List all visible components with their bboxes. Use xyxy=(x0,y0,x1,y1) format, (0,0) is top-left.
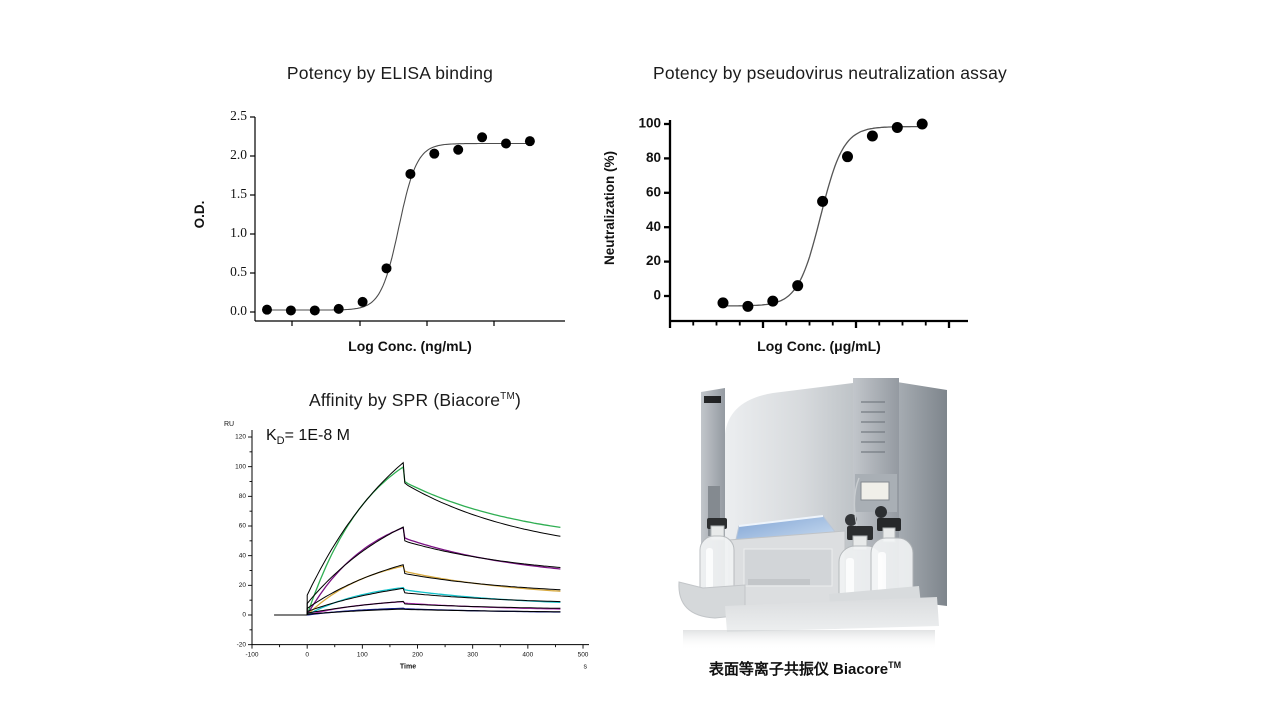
data-point xyxy=(842,151,853,163)
time-unit-label: s xyxy=(584,664,588,671)
data-point xyxy=(767,295,779,307)
data-point xyxy=(357,296,368,307)
y-tick-label: 80 xyxy=(646,150,661,165)
y-tick-label: 40 xyxy=(239,552,247,559)
x-tick-label: 0 xyxy=(305,652,309,659)
y-tick-label: 0.5 xyxy=(230,264,247,279)
data-point xyxy=(792,280,804,292)
data-point xyxy=(309,305,320,316)
y-tick-label: 1.0 xyxy=(230,225,247,240)
instrument-indicator-lines xyxy=(861,401,885,453)
fit-curve-5 xyxy=(306,600,561,615)
elisa-chart: 0.0 0.5 1.0 1.5 2.0 2.5 Log Conc. (ng/mL) O.D. xyxy=(192,108,565,354)
fit-curve-4 xyxy=(306,587,561,615)
data-point xyxy=(381,263,392,274)
data-point xyxy=(891,121,903,133)
spr-title-text: Affinity by SPR (Biacore xyxy=(308,390,501,410)
y-tick-label: 0 xyxy=(653,288,661,303)
data-point xyxy=(866,130,878,142)
y-tick-label: 0 xyxy=(242,612,246,619)
x-tick-label: 200 xyxy=(412,652,423,659)
y-tick-label: 80 xyxy=(239,493,247,500)
y-tick-label: 20 xyxy=(239,582,247,589)
x-tick-label: 500 xyxy=(578,652,589,659)
instrument-caption-tm: TM xyxy=(888,660,902,670)
data-point xyxy=(333,303,344,314)
data-point xyxy=(524,136,535,147)
neutralization-panel-title: Potency by pseudovirus neutralization as… xyxy=(653,63,1007,83)
x-tick-label: -100 xyxy=(245,652,258,659)
x-axis-label: Log Conc. (ng/mL) xyxy=(348,338,472,354)
fit-curve xyxy=(723,125,922,307)
data-point xyxy=(429,148,440,159)
kd-annotation: KD= 1E-8 M xyxy=(266,427,350,447)
y-tick-label: 60 xyxy=(239,523,247,530)
y-axis-label: O.D. xyxy=(192,201,207,229)
ru-axis-label: RU xyxy=(224,421,234,428)
x-tick-label: 300 xyxy=(467,652,478,659)
neutralization-chart: 0 20 40 60 80 100 Log Conc. (μg/mL) Neutralizat… xyxy=(602,116,968,354)
fit-curve-6 xyxy=(306,608,561,615)
instrument-drawer-slot xyxy=(748,579,810,585)
data-point xyxy=(501,138,511,149)
data-point xyxy=(817,195,829,207)
y-tick-label: 40 xyxy=(646,219,661,234)
instrument-base xyxy=(725,597,939,632)
data-point xyxy=(453,144,464,155)
data-point xyxy=(405,168,416,179)
kd-subscript: D xyxy=(276,435,285,448)
spr-title-close: ) xyxy=(515,390,522,410)
instrument-caption-text: 表面等离子共振仪 Biacore xyxy=(708,661,889,678)
tray-highlight xyxy=(738,515,824,527)
y-tick-label: 100 xyxy=(638,116,661,131)
biacore-instrument-photo xyxy=(678,378,947,650)
x-axis-label: Log Conc. (μg/mL) xyxy=(757,338,881,354)
data-point xyxy=(262,304,272,315)
y-tick-label: 60 xyxy=(646,184,661,199)
spr-sensorgram-chart: -20 0 20 40 60 80 100 120 -100 0 100 200 300 400 500 RU… xyxy=(224,421,589,671)
data-point xyxy=(285,305,296,316)
fit-curve-2 xyxy=(306,526,561,615)
data-point xyxy=(916,118,928,130)
sensorgram-conc-1 xyxy=(306,465,561,616)
y-tick-label: 0.0 xyxy=(230,303,247,318)
y-tick-label: -20 xyxy=(237,641,247,648)
sensorgram-conc-5 xyxy=(307,601,561,616)
y-tick-label: 1.5 xyxy=(230,186,247,201)
y-tick-label: 2.5 xyxy=(230,108,247,123)
kd-value: = 1E-8 M xyxy=(284,427,350,444)
y-tick-label: 120 xyxy=(235,434,246,441)
time-axis-label: Time xyxy=(400,664,416,671)
data-point xyxy=(477,132,488,143)
instrument-display xyxy=(860,481,890,501)
x-tick-label: 400 xyxy=(522,652,533,659)
fit-curve-3 xyxy=(306,564,561,615)
x-tick-label: 100 xyxy=(357,652,368,659)
data-point xyxy=(717,297,729,309)
y-tick-label: 2.0 xyxy=(230,147,247,162)
elisa-panel-title: Potency by ELISA binding xyxy=(286,63,494,83)
fit-curve-1 xyxy=(306,461,561,615)
instrument-caption: 表面等离子共振仪 BiacoreTM xyxy=(640,658,970,679)
y-tick-label: 20 xyxy=(646,253,661,268)
data-point xyxy=(742,300,754,312)
y-tick-label: 100 xyxy=(235,463,246,470)
kd-symbol: K xyxy=(266,427,277,444)
tubing xyxy=(853,477,860,527)
y-axis-label: Neutralization (%) xyxy=(602,151,617,265)
sensorgram-conc-2 xyxy=(306,526,561,616)
instrument-label-plate xyxy=(704,396,721,403)
instrument-reflection xyxy=(683,630,935,650)
spr-panel-title: Affinity by SPR (BiacoreTM) xyxy=(215,390,615,411)
fit-curve xyxy=(267,142,530,311)
spr-title-tm: TM xyxy=(500,391,516,403)
